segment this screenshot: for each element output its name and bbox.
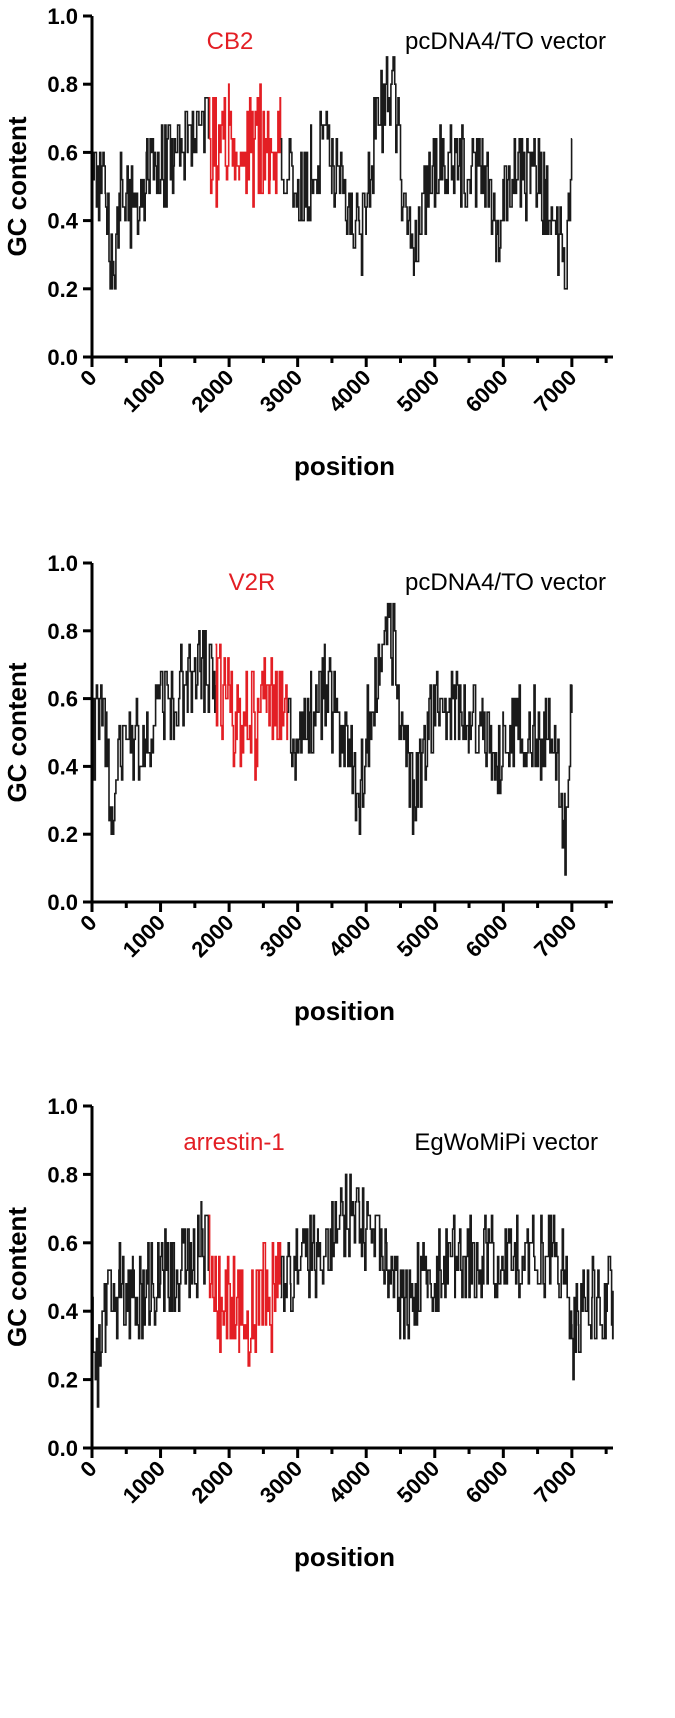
y-tick-label: 0.8	[47, 619, 78, 644]
x-tick-label: 2000	[186, 910, 238, 962]
x-tick-label: 6000	[461, 910, 513, 962]
vector-name-label: pcDNA4/TO vector	[405, 28, 606, 55]
x-axis-title: position	[294, 1542, 395, 1572]
x-tick-label: 6000	[461, 365, 513, 417]
x-tick-label: 4000	[323, 910, 375, 962]
y-tick-label: 1.0	[47, 4, 78, 29]
x-tick-label: 1000	[118, 1456, 170, 1508]
vector-name-label: pcDNA4/TO vector	[405, 569, 606, 596]
vector-name-label: EgWoMiPi vector	[414, 1129, 598, 1156]
x-tick-label: 3000	[255, 1456, 307, 1508]
x-axis-title: position	[294, 996, 395, 1026]
x-tick-label: 3000	[255, 365, 307, 417]
y-tick-label: 0.0	[47, 890, 78, 915]
x-tick-label: 2000	[186, 1456, 238, 1508]
x-tick-label: 5000	[392, 1456, 444, 1508]
y-tick-label: 0.4	[47, 209, 78, 234]
y-tick-label: 0.2	[47, 822, 78, 847]
y-tick-label: 1.0	[47, 551, 78, 576]
y-tick-label: 0.2	[47, 1368, 78, 1393]
x-tick-label: 7000	[529, 910, 581, 962]
x-tick-label: 4000	[323, 1456, 375, 1508]
x-tick-label: 5000	[392, 910, 444, 962]
y-tick-label: 0.0	[47, 1436, 78, 1461]
y-tick-label: 0.8	[47, 1162, 78, 1187]
series-line-vector-0	[92, 1201, 210, 1408]
x-tick-label: 5000	[392, 365, 444, 417]
series-line-insert-1	[208, 83, 282, 208]
x-tick-label: 0	[75, 910, 101, 936]
y-tick-label: 0.6	[47, 1231, 78, 1256]
x-tick-label: 6000	[461, 1456, 513, 1508]
series-line-vector-2	[280, 56, 573, 290]
y-axis-title: GC content	[2, 116, 32, 256]
x-tick-label: 4000	[323, 365, 375, 417]
series-line-vector-0	[92, 97, 210, 290]
x-tick-label: 7000	[529, 1456, 581, 1508]
insert-gene-label: arrestin-1	[183, 1129, 284, 1156]
y-tick-label: 0.8	[47, 72, 78, 97]
y-tick-label: 0.2	[47, 277, 78, 302]
y-tick-label: 0.6	[47, 687, 78, 712]
series-line-vector-2	[287, 602, 573, 876]
x-axis-title: position	[294, 451, 395, 481]
x-tick-label: 2000	[186, 365, 238, 417]
x-tick-label: 1000	[118, 365, 170, 417]
y-axis-title: GC content	[2, 1207, 32, 1347]
y-tick-label: 1.0	[47, 1094, 78, 1119]
series-line-vector-2	[280, 1173, 614, 1381]
series-line-insert-1	[215, 643, 289, 781]
x-tick-label: 0	[75, 1456, 101, 1482]
x-tick-label: 1000	[118, 910, 170, 962]
gc-chart-v2r: 0.0 0.2 0.4 0.6 0.8 1.0 0 1000 2000 3000 4000 5000 6…	[2, 551, 613, 1026]
gc-chart-cb2: 0.0 0.2 0.4 0.6 0.8 1.0 0 1000 2000 3000 4000 5000 6…	[2, 4, 613, 481]
y-axis-title: GC content	[2, 662, 32, 802]
y-tick-label: 0.6	[47, 140, 78, 165]
x-tick-label: 7000	[529, 365, 581, 417]
insert-gene-label: CB2	[207, 28, 254, 55]
gc-chart-arrestin-1: 0.0 0.2 0.4 0.6 0.8 1.0 0 1000 2000 3000 4000 5000 6…	[2, 1094, 614, 1572]
insert-gene-label: V2R	[229, 569, 276, 596]
y-tick-label: 0.4	[47, 754, 78, 779]
x-tick-label: 3000	[255, 910, 307, 962]
series-line-insert-1	[208, 1214, 282, 1367]
y-tick-label: 0.4	[47, 1299, 78, 1324]
y-tick-label: 0.0	[47, 345, 78, 370]
series-line-vector-0	[92, 630, 217, 835]
x-tick-label: 0	[75, 365, 101, 391]
